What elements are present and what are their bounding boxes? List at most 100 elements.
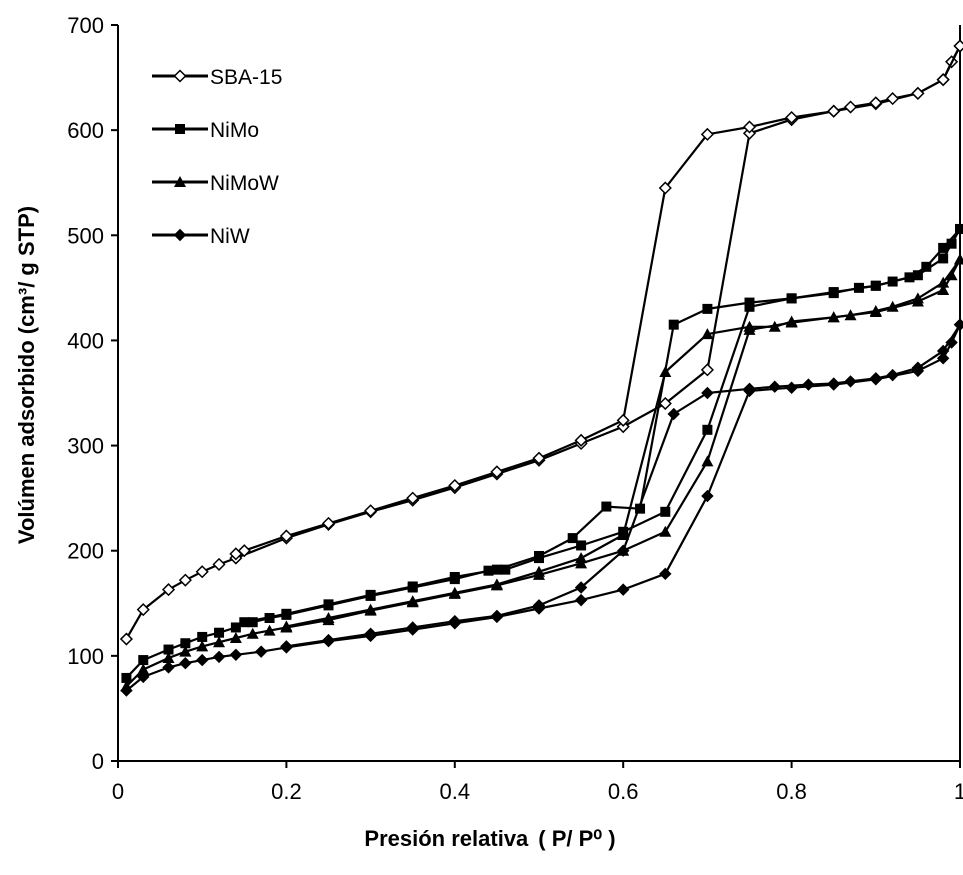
sba-15-adsorption-point xyxy=(178,573,192,587)
niw-adsorption-point xyxy=(162,661,175,674)
x-tick-label: 1 xyxy=(954,779,963,804)
niw-adsorption-point xyxy=(785,381,798,394)
nimow-adsorption-point xyxy=(945,269,958,281)
sba-15-adsorption-point xyxy=(161,583,176,597)
niw-adsorption-point xyxy=(120,684,133,697)
y-tick-label: 400 xyxy=(67,328,104,353)
sba-15-desorption-point xyxy=(886,92,900,106)
sba-15-desorption-point xyxy=(827,104,841,118)
x-tick-label: 0.4 xyxy=(440,779,471,804)
nimo-desorption-point xyxy=(668,319,679,330)
nimow-desorption-point xyxy=(659,365,672,377)
niw-adsorption-point xyxy=(945,336,958,349)
legend-label: NiMo xyxy=(210,119,259,142)
legend-item-nimo: NiMo xyxy=(152,119,259,142)
nimo-adsorption-point xyxy=(138,655,149,666)
y-axis-title: Volúmen adsorbido (cm³/ g STP) xyxy=(14,206,39,544)
sba-15-desorption-point xyxy=(742,120,757,134)
niw-desorption-point xyxy=(844,375,857,388)
legend-label: SBA-15 xyxy=(210,66,282,89)
sba-15-desorption-point xyxy=(321,516,336,530)
series-nimow xyxy=(120,253,963,692)
sba-15-desorption-point xyxy=(843,100,858,114)
nimow-adsorption-point xyxy=(937,283,950,295)
sba-15-desorption-point xyxy=(448,478,462,493)
nimo-desorption-point xyxy=(365,589,376,600)
nimow-adsorption-point xyxy=(229,631,242,643)
legend-item-nimow: NiMoW xyxy=(152,172,279,195)
sba-15-desorption-point xyxy=(364,504,378,518)
niw-desorption-point xyxy=(953,318,963,331)
series-layer xyxy=(119,39,963,697)
x-tick-label: 0.6 xyxy=(608,779,639,804)
nimo-desorption-point xyxy=(635,503,646,514)
nimo-adsorption-point xyxy=(180,638,191,649)
nimo-adsorption-point xyxy=(946,238,957,249)
nimo-desorption-point xyxy=(407,581,418,592)
y-tick-label: 500 xyxy=(67,223,104,248)
x-axis-title-units: ( P/ P⁰ ) xyxy=(538,826,615,851)
nimow-adsorption-point xyxy=(137,663,150,675)
legend-label: NiW xyxy=(210,225,250,248)
nimow-adsorption-point xyxy=(213,636,226,648)
nimow-adsorption-point xyxy=(246,627,259,639)
niw-desorption-point xyxy=(490,609,504,623)
nimow-desorption-point xyxy=(768,320,781,332)
niw-adsorption-point xyxy=(179,657,192,670)
sba-15-desorption-point xyxy=(406,491,420,505)
legend-swatch-marker xyxy=(175,124,185,134)
nimo-desorption-point xyxy=(853,282,864,293)
niw-desorption-point xyxy=(448,614,462,628)
sba-15-adsorption-point xyxy=(658,396,672,411)
y-tick-label: 100 xyxy=(67,644,104,669)
nimo-desorption-point xyxy=(887,276,898,287)
niw-desorption-point xyxy=(701,386,714,400)
sba-15-desorption-point xyxy=(953,39,963,53)
nimow-desorption-point xyxy=(954,253,963,265)
nimow-desorption-point xyxy=(575,552,588,564)
sba-15-desorption-point xyxy=(869,96,883,110)
nimow-desorption-point xyxy=(322,612,335,624)
nimo-desorption-point xyxy=(601,501,612,512)
nimow-desorption-point xyxy=(785,315,798,327)
legend-swatch-marker xyxy=(174,176,186,187)
nimo-desorption-point xyxy=(491,564,502,575)
nimow-desorption-point xyxy=(448,586,461,598)
series-nimo xyxy=(121,223,963,683)
y-tick-label: 300 xyxy=(67,434,104,459)
sba-15-adsorption-point xyxy=(136,603,150,617)
y-tick-label: 600 xyxy=(67,118,104,143)
niw-desorption-point xyxy=(667,407,680,421)
nimow-desorption-point xyxy=(844,309,857,321)
nimow-desorption-point xyxy=(886,300,899,312)
niw-adsorption-point xyxy=(616,583,630,596)
nimow-desorption-point xyxy=(701,328,714,340)
nimo-desorption-point xyxy=(870,280,881,291)
nimow-desorption-line xyxy=(286,258,961,628)
sba-15-desorption-point xyxy=(616,413,630,427)
legend-swatch-marker xyxy=(173,69,187,83)
niw-desorption-point xyxy=(911,361,925,374)
tick-labels: 0 100 200 300 400 500 600 700 0 0.2 0.4 0.6 0.8 1 xyxy=(67,13,963,804)
niw-adsorption-point xyxy=(936,352,950,365)
nimo-adsorption-point xyxy=(576,540,587,551)
nimo-desorption-point xyxy=(323,599,334,610)
nimo-adsorption-point xyxy=(214,627,225,638)
sba-15-adsorption-point xyxy=(700,363,714,377)
niw-desorption-point xyxy=(280,640,293,653)
nimo-adsorption-point xyxy=(702,424,713,435)
nimo-adsorption-point xyxy=(938,253,949,264)
legend-item-niw: NiW xyxy=(152,225,250,248)
nimow-desorption-point xyxy=(533,565,545,577)
nimow-adsorption-point xyxy=(196,640,209,652)
sba-15-adsorption-point xyxy=(195,565,209,579)
nimow-desorption-point xyxy=(406,595,419,607)
sba-15-desorption-point xyxy=(574,433,588,447)
nimo-adsorption-point xyxy=(247,617,258,628)
niw-desorption-point xyxy=(364,627,377,640)
nimo-adsorption-point xyxy=(912,270,923,281)
nimow-desorption-point xyxy=(490,578,503,590)
nimo-adsorption-point xyxy=(197,631,208,642)
sba-15-desorption-point xyxy=(532,451,546,465)
niw-adsorption-point xyxy=(137,670,150,684)
